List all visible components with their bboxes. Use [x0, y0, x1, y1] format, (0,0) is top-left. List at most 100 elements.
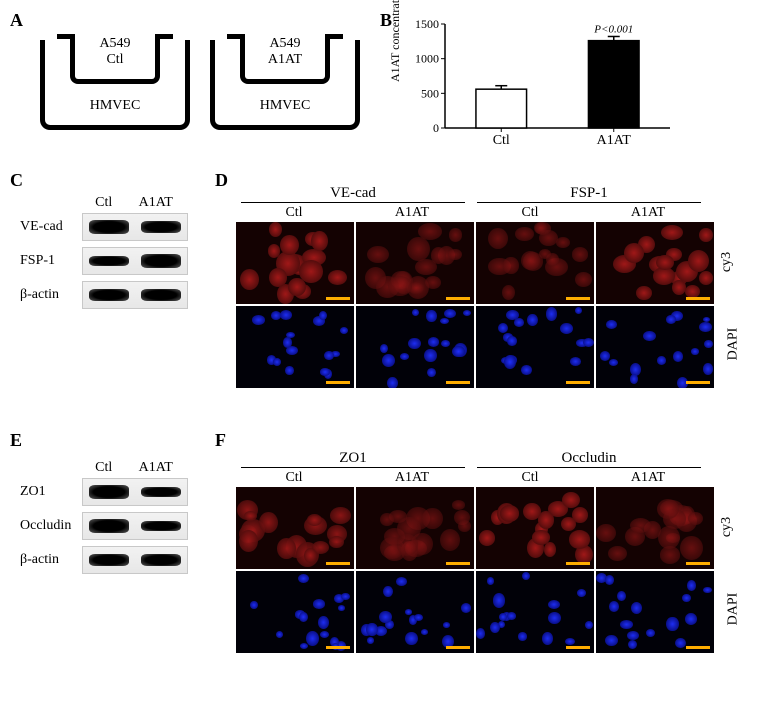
cell-blob: [452, 500, 466, 510]
cell-blob: [338, 605, 346, 611]
if-sub-label: Ctl: [235, 205, 353, 221]
cell-blob: [544, 542, 556, 557]
if-group-label: FSP-1: [471, 185, 707, 202]
cell-blob: [673, 351, 683, 361]
panel-label-f: F: [215, 430, 226, 451]
wb-row: ZO1: [20, 478, 188, 506]
if-cy3-image: [475, 486, 595, 570]
cell-blob: [515, 227, 534, 242]
cell-blob: [452, 346, 465, 358]
scale-bar: [686, 562, 710, 565]
if-sub-label: A1AT: [353, 205, 471, 221]
cell-blob: [425, 276, 442, 289]
scale-bar: [446, 562, 470, 565]
wb-band: [89, 289, 129, 301]
cell-blob: [518, 632, 528, 641]
cell-blob: [577, 589, 586, 597]
cell-blob: [280, 235, 299, 255]
cell-blob: [387, 377, 397, 389]
cell-blob: [441, 340, 450, 347]
cell-blob: [699, 271, 713, 284]
cell-blob: [643, 331, 655, 341]
cell-blob: [605, 575, 614, 584]
cell-blob: [444, 309, 456, 318]
wb-c-lane-a1at: A1AT: [139, 195, 173, 211]
cell-blob: [388, 276, 412, 296]
if-cy3-image: [235, 221, 355, 305]
cell-blob: [422, 508, 442, 529]
cell-blob: [487, 577, 495, 585]
panel-label-c: C: [10, 170, 23, 191]
cell-blob: [596, 524, 616, 542]
cell-blob: [320, 368, 329, 375]
cell-blob: [239, 530, 258, 553]
cell-blob: [488, 228, 508, 249]
cell-blob: [367, 637, 375, 644]
scale-bar: [566, 646, 590, 649]
cell-blob: [490, 622, 500, 633]
cell-blob: [572, 247, 588, 261]
chart-svg: 050010001500CtlA1ATP<0.001: [400, 12, 680, 152]
cell-blob: [704, 340, 713, 348]
cell-blob: [685, 285, 700, 298]
cell-blob: [656, 255, 674, 270]
cell-blob: [440, 318, 449, 324]
wb-lane-box: [82, 478, 188, 506]
wb-row-label: ZO1: [20, 484, 82, 500]
wb-band: [141, 521, 181, 531]
wb-c-lane-ctl: Ctl: [95, 195, 112, 211]
chart-ylabel: A1AT concentration (nIU/ml): [388, 0, 403, 82]
cell-blob: [298, 574, 309, 583]
if-cy3-image: [235, 486, 355, 570]
cell-blob: [631, 602, 642, 614]
if-panel-d: VE-cadFSP-1CtlA1ATCtlA1ATcy3DAPI: [235, 185, 715, 389]
if-sub-label: A1AT: [589, 470, 707, 486]
cell-blob: [507, 612, 516, 619]
if-sub-label: Ctl: [235, 470, 353, 486]
cell-blob: [341, 593, 350, 601]
cell-blob: [507, 336, 517, 345]
cell-blob: [609, 359, 619, 366]
cell-blob: [583, 338, 594, 347]
cell-blob: [431, 247, 446, 264]
cell-blob: [502, 285, 515, 300]
cell-blob: [548, 612, 561, 624]
wb-band: [141, 254, 181, 268]
cell-blob: [367, 246, 389, 263]
cell-blob: [562, 492, 580, 508]
cell-blob: [461, 603, 471, 612]
cell-blob: [672, 280, 686, 295]
cell-blob: [276, 631, 283, 638]
cell-blob: [300, 643, 309, 649]
if-sub-label: A1AT: [589, 205, 707, 221]
cell-blob: [498, 323, 508, 334]
cell-blob: [575, 272, 592, 287]
figure-root: A B C D E F A549 Ctl HMVEC A549 A1AT HMV…: [10, 10, 753, 716]
cell-blob: [366, 623, 377, 636]
cell-blob: [286, 346, 298, 355]
cell-blob: [421, 629, 428, 635]
if-dapi-image: [355, 570, 475, 654]
cell-blob: [685, 613, 697, 625]
cell-blob: [609, 601, 619, 612]
cell-blob: [585, 621, 593, 629]
scale-bar: [566, 297, 590, 300]
cell-blob: [448, 249, 462, 261]
cell-blob: [252, 315, 265, 324]
cell-blob: [688, 250, 709, 272]
cell-blob: [600, 351, 610, 360]
if-cy3-image: [355, 486, 475, 570]
cell-blob: [458, 520, 471, 532]
cell-blob: [306, 631, 319, 646]
if-group-label: ZO1: [235, 450, 471, 467]
cell-blob: [440, 529, 460, 551]
insert-a549: A549: [75, 36, 155, 52]
cell-blob: [691, 348, 700, 355]
wb-row: β-actin: [20, 546, 188, 574]
cell-blob: [561, 517, 576, 531]
scale-bar: [326, 381, 350, 384]
cell-blob: [688, 512, 703, 525]
wb-e-lane-ctl: Ctl: [95, 460, 112, 476]
cell-blob: [414, 614, 423, 621]
wb-row-label: FSP-1: [20, 253, 82, 269]
